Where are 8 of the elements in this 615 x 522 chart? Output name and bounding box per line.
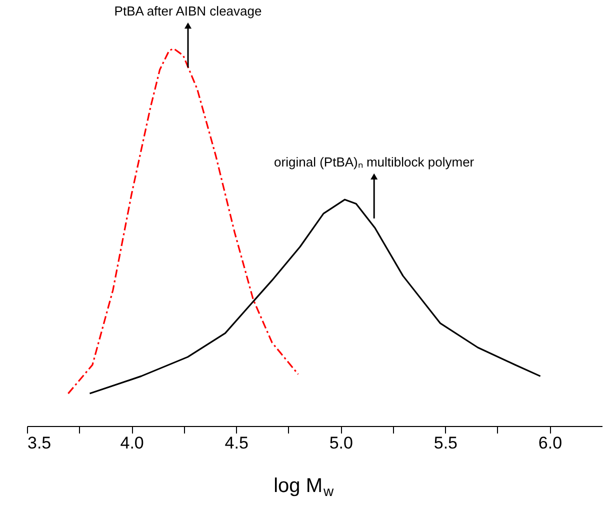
annotation: original (PtBA)ₙ multiblock polymer [274,154,475,170]
x-tick-label: 4.0 [120,434,144,452]
x-tick-label: 3.5 [28,434,52,452]
x-tick-label: 5.5 [434,434,458,452]
x-tick-label: 5.0 [329,434,353,452]
x-tick-label: 4.5 [224,434,248,452]
x-tick-label: 6.0 [538,434,562,452]
annotation: PtBA after AIBN cleavage [114,4,262,19]
